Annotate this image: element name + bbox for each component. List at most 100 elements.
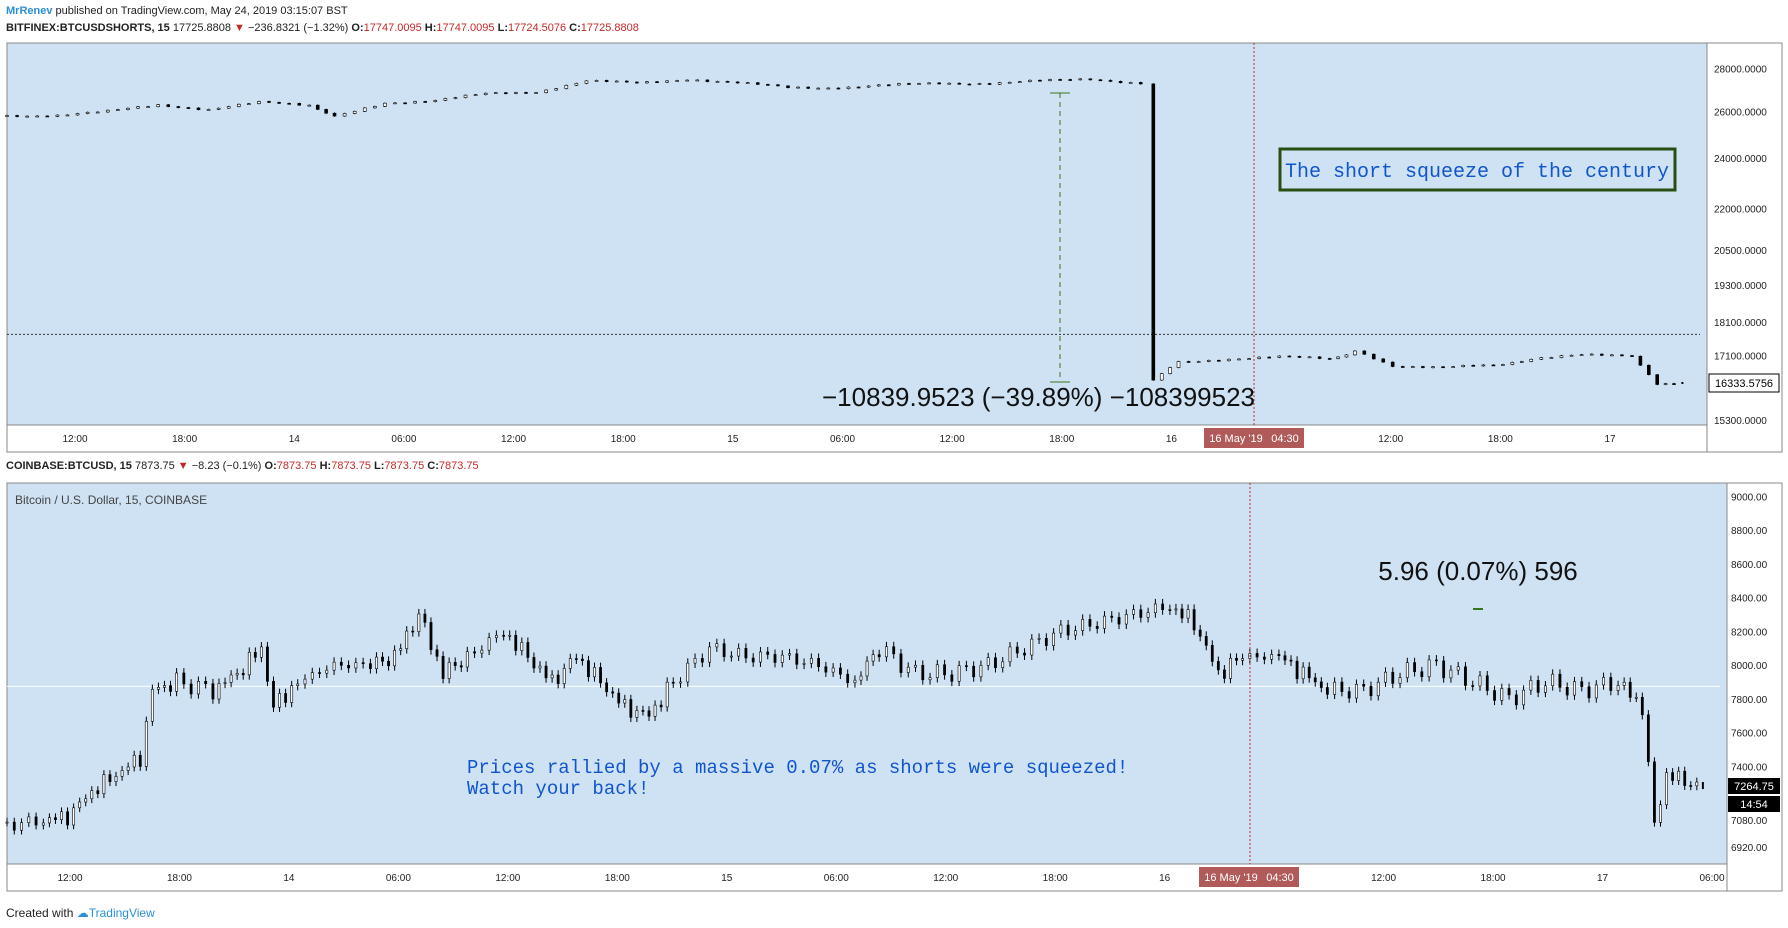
candle (1307, 356, 1312, 359)
candle (502, 635, 506, 637)
candle (846, 86, 851, 89)
created-with-text: Created with (6, 906, 74, 920)
candle (12, 821, 16, 831)
candle (679, 681, 682, 684)
chart1-plot-area[interactable] (6, 42, 1708, 426)
candle (635, 81, 639, 84)
candle (1491, 364, 1496, 367)
candle (441, 655, 445, 679)
x-tick-label: 18:00 (611, 434, 636, 445)
candle (1539, 357, 1544, 360)
candle (574, 658, 578, 660)
candle (729, 655, 733, 658)
chart1-time-axis[interactable] (6, 424, 1708, 453)
chart2-price-axis[interactable] (1726, 482, 1783, 892)
candle (745, 82, 750, 84)
squeeze-callout-box[interactable] (1278, 147, 1677, 192)
chart1-measure-label: −10839.9523 (−39.89%) −108399523 (822, 382, 1255, 412)
candle (1655, 374, 1660, 385)
candle (1289, 659, 1293, 662)
candle (325, 669, 329, 674)
candle (685, 79, 690, 82)
candle (836, 87, 841, 90)
candle (1353, 350, 1357, 356)
chart2-time-axis[interactable] (6, 863, 1728, 892)
candle (463, 94, 468, 98)
candle (1464, 666, 1467, 686)
candle (278, 693, 281, 708)
candle (943, 664, 946, 676)
candle (1325, 687, 1329, 695)
x-tick-label: 18:00 (1481, 873, 1506, 884)
chart-canvas[interactable]: 28000.0000 26000.0000 24000.0000 22000.0000… (0, 0, 1788, 900)
candle (45, 115, 50, 118)
candle (423, 613, 427, 623)
candle (786, 85, 790, 88)
candle (1427, 659, 1431, 678)
candle (526, 642, 530, 658)
candle (715, 643, 719, 648)
candle (55, 114, 60, 117)
candle (1146, 612, 1150, 618)
candle (1344, 354, 1349, 358)
chart2-symbol: COINBASE:BTCUSD, 15 (6, 460, 132, 472)
candle (1030, 638, 1034, 656)
footer: Created with ☁TradingView (6, 906, 155, 920)
candle (514, 634, 518, 651)
candle (1198, 629, 1202, 637)
candle (928, 677, 932, 681)
candle (1117, 617, 1121, 625)
tradingview-logo-icon[interactable]: ☁ (76, 906, 89, 920)
candle (1333, 681, 1337, 695)
candle (487, 637, 491, 651)
candle (387, 660, 390, 667)
candle (584, 80, 589, 84)
author-link[interactable]: MrRenev (6, 5, 53, 17)
candle (587, 660, 590, 678)
candle (1569, 354, 1574, 357)
x-tick-label: 18:00 (1488, 434, 1513, 445)
candle (665, 681, 669, 708)
x-tick-label: 12:00 (501, 434, 526, 445)
tradingview-brand[interactable]: TradingView (88, 906, 155, 920)
y-tick-label: 8800.00 (1731, 526, 1768, 537)
candle (624, 80, 629, 83)
candle (204, 681, 208, 684)
y-tick-label: 24000.0000 (1714, 154, 1767, 165)
candle (1671, 772, 1675, 781)
candle (544, 89, 548, 93)
chart1-crosshair-date: 16 May '19 (1209, 433, 1262, 445)
candle (947, 82, 952, 85)
chart2-crosshair-badge (1199, 867, 1299, 887)
candle (671, 681, 675, 684)
publish-info: MrRenev published on TradingView.com, Ma… (6, 5, 348, 17)
candle (593, 667, 596, 678)
candle (433, 100, 438, 102)
candle (297, 103, 302, 106)
candle (1028, 79, 1032, 82)
candle (1267, 356, 1272, 359)
candle (1068, 79, 1072, 81)
candle (72, 807, 76, 826)
x-tick-label: 18:00 (1049, 434, 1074, 445)
candle (1058, 79, 1062, 81)
chart2-title: Bitcoin / U.S. Dollar, 15, COINBASE (15, 493, 207, 507)
candle (272, 681, 275, 708)
candle (1677, 770, 1681, 781)
candle (514, 92, 518, 94)
x-tick-label: 12:00 (1371, 873, 1396, 884)
candle (1017, 81, 1022, 83)
candle (296, 683, 300, 686)
candle (1151, 83, 1156, 381)
candle (1287, 355, 1292, 358)
candle (1081, 619, 1085, 631)
candle (1186, 609, 1190, 619)
candle (550, 674, 554, 679)
candle (1001, 661, 1005, 668)
candle (1168, 609, 1172, 611)
candle (1431, 366, 1435, 369)
candle (806, 86, 810, 89)
candle (354, 662, 358, 669)
candle (623, 699, 627, 704)
candle (1579, 354, 1584, 356)
